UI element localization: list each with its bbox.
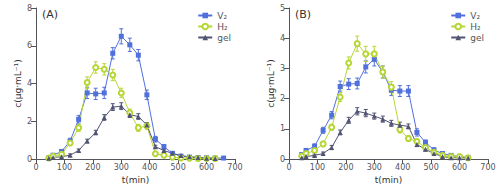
svg-text:gel: gel (217, 33, 231, 43)
svg-text:400: 400 (395, 163, 410, 172)
svg-text:0: 0 (33, 163, 38, 172)
svg-text:0: 0 (280, 155, 285, 164)
svg-text:H₂: H₂ (470, 22, 481, 32)
svg-text:100: 100 (57, 163, 72, 172)
svg-text:0: 0 (286, 163, 291, 172)
svg-text:700: 700 (227, 163, 242, 172)
svg-text:100: 100 (310, 163, 325, 172)
svg-text:700: 700 (480, 163, 495, 172)
svg-text:3: 3 (280, 64, 285, 73)
svg-text:4: 4 (280, 34, 285, 43)
svg-text:2: 2 (27, 117, 32, 126)
svg-text:300: 300 (114, 163, 129, 172)
svg-text:V₂: V₂ (217, 11, 227, 21)
svg-text:c(μg·mL⁻¹): c(μg·mL⁻¹) (13, 59, 23, 107)
svg-text:600: 600 (452, 163, 467, 172)
svg-text:2: 2 (280, 94, 285, 103)
svg-text:300: 300 (367, 163, 382, 172)
svg-text:0: 0 (27, 155, 32, 164)
svg-text:1: 1 (280, 124, 285, 133)
svg-text:8: 8 (27, 4, 32, 13)
svg-text:t(min): t(min) (122, 175, 150, 185)
svg-text:c(μg·mL⁻¹): c(μg·mL⁻¹) (266, 59, 276, 107)
svg-text:t(min): t(min) (375, 175, 403, 185)
svg-text:4: 4 (27, 79, 32, 88)
svg-text:6: 6 (27, 41, 32, 50)
svg-text:H₂: H₂ (217, 22, 228, 32)
svg-text:(B): (B) (295, 8, 311, 21)
svg-text:600: 600 (199, 163, 214, 172)
svg-text:V₂: V₂ (470, 11, 480, 21)
svg-text:(A): (A) (42, 8, 58, 21)
svg-text:500: 500 (171, 163, 186, 172)
svg-text:200: 200 (338, 163, 353, 172)
svg-text:200: 200 (85, 163, 100, 172)
svg-text:400: 400 (142, 163, 157, 172)
svg-text:gel: gel (470, 33, 484, 43)
svg-text:500: 500 (424, 163, 439, 172)
svg-text:5: 5 (280, 4, 285, 13)
